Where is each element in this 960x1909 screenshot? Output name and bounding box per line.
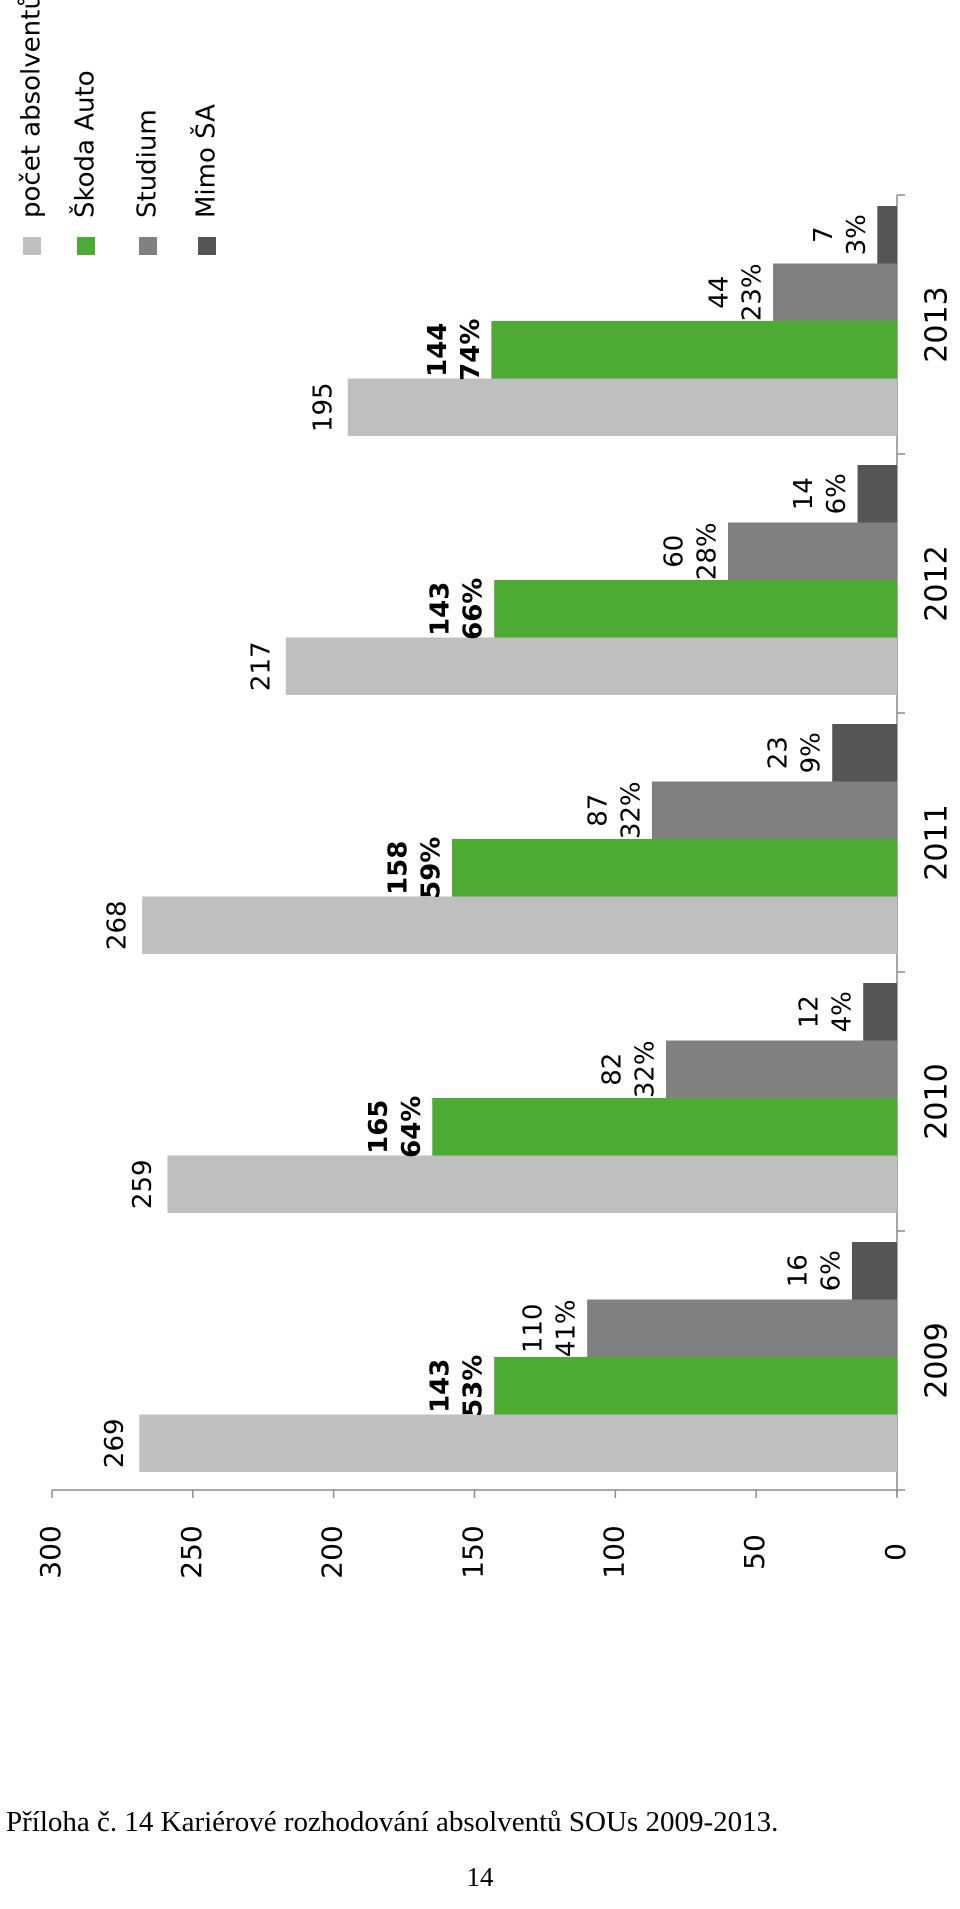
legend-swatch [139,237,157,255]
bar [773,263,897,321]
figure-caption: Příloha č. 14 Kariérové rozhodování abso… [6,1806,779,1838]
category-label: 2010 [920,1063,955,1139]
legend-swatch [23,237,41,255]
data-label-percent: 6% [822,473,852,514]
data-label-value: 14 [789,477,819,510]
data-label-percent: 59% [416,837,446,899]
legend-label: Škoda Auto [69,70,101,218]
data-label-percent: 41% [552,1299,582,1357]
data-label-value: 16 [783,1254,813,1287]
bar-chart: 0 50 100 150 200 250 300 2009 2010 2011 2012 2013 2… [17,0,955,1579]
value-tick-label: 0 [879,1543,912,1561]
bar [666,1040,897,1098]
data-label-value: 87 [583,794,613,827]
page-number: 14 [466,1862,494,1892]
bar [451,839,897,897]
bar [494,1357,897,1415]
data-label-value: 143 [426,1359,456,1413]
data-label-percent: 66% [459,578,489,640]
bar [491,321,897,379]
legend-label: počet absolventů [17,0,47,218]
data-label-value: 60 [660,535,690,568]
value-tick-label: 150 [457,1525,490,1578]
data-label-value: 217 [246,641,276,691]
bar [728,522,897,580]
data-label-percent: 9% [797,732,827,773]
data-label-value: 195 [308,382,338,432]
legend-swatch [77,237,95,255]
bar [167,1155,897,1213]
category-label: 2009 [920,1322,955,1398]
value-tick-label: 250 [175,1525,208,1578]
data-label-value: 143 [426,582,456,636]
data-label-percent: 32% [631,1040,661,1098]
data-label-value: 269 [100,1418,130,1468]
legend-label: Mimo ŠA [190,104,222,218]
value-tick-label: 200 [316,1525,349,1578]
bar [347,378,897,436]
data-label-value: 110 [519,1303,549,1353]
value-tick-label: 300 [34,1525,67,1578]
data-label-value: 144 [423,323,453,377]
bar [863,983,897,1041]
value-tick-label: 100 [597,1525,630,1578]
bar [857,465,897,523]
data-label-percent: 3% [842,214,872,255]
bar [832,724,897,782]
data-label-percent: 64% [397,1096,427,1158]
chart-legend: počet absolventů Škoda Auto Studium Mimo ŠA [17,0,222,255]
bar [651,781,897,839]
data-label-value: 23 [764,736,794,769]
data-label-percent: 53% [459,1355,489,1417]
bar [877,206,897,264]
data-label-percent: 4% [828,991,858,1032]
bar [494,580,897,638]
data-label-percent: 32% [616,781,646,839]
bar [851,1242,897,1300]
data-label-value: 259 [128,1159,158,1209]
data-label-value: 158 [383,841,413,895]
data-label-value: 165 [364,1100,394,1154]
data-label-value: 7 [809,226,839,243]
data-label-value: 268 [103,900,133,950]
category-label: 2012 [920,545,955,621]
data-label-percent: 23% [738,263,768,321]
bar [432,1098,897,1156]
category-label: 2011 [920,804,955,880]
category-label: 2013 [920,286,955,362]
value-tick-label: 50 [738,1534,771,1570]
legend-swatch [198,237,216,255]
data-label-percent: 74% [456,319,486,381]
bar [285,637,897,695]
bar [142,896,898,954]
data-label-value: 82 [598,1053,628,1086]
legend-label: Studium [133,109,163,218]
data-label-percent: 6% [816,1250,846,1291]
bar [139,1414,898,1472]
chart-axes: 0 50 100 150 200 250 300 2009 2010 2011 2012 2013 [34,194,955,1579]
bar [587,1299,897,1357]
data-label-percent: 28% [693,522,723,580]
data-label-value: 44 [705,276,735,309]
data-label-value: 12 [795,995,825,1028]
